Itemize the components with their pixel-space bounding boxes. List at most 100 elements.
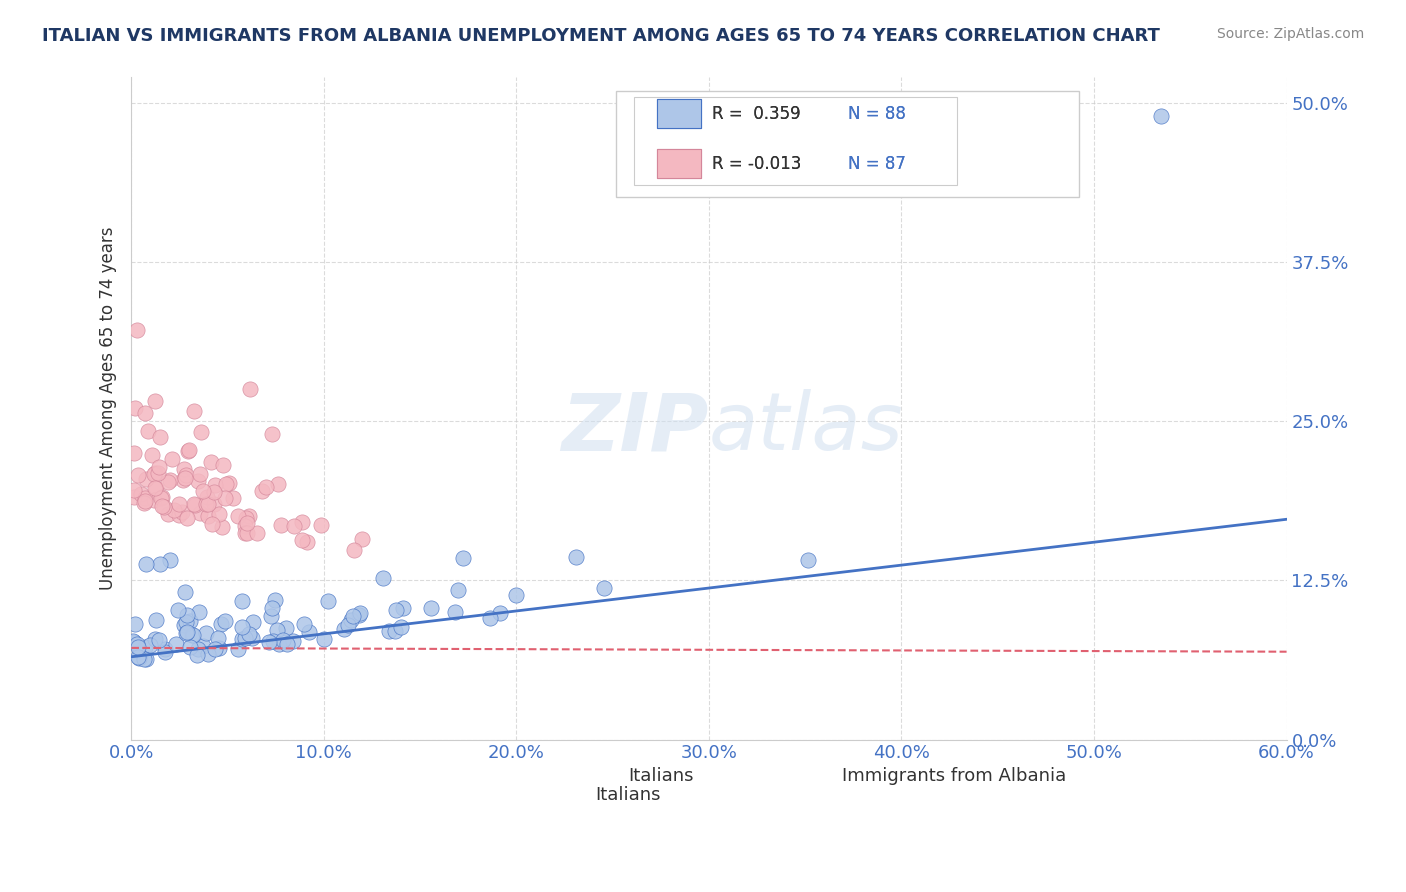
Point <box>233 525 256 540</box>
Point <box>188 605 211 619</box>
Point <box>214 614 236 628</box>
Point <box>134 640 156 654</box>
Point <box>193 484 215 499</box>
Point <box>260 600 283 615</box>
Point <box>190 425 212 439</box>
Point <box>309 517 332 532</box>
Point <box>318 594 340 608</box>
Point <box>263 592 285 607</box>
Point <box>145 613 167 627</box>
Point <box>197 509 219 524</box>
Point <box>153 500 176 515</box>
Point <box>149 430 172 444</box>
Point <box>271 632 294 647</box>
Text: N = 88: N = 88 <box>848 105 905 123</box>
Text: N = 87: N = 87 <box>848 154 905 172</box>
Point <box>228 508 250 523</box>
FancyBboxPatch shape <box>634 97 957 185</box>
Point <box>202 484 225 499</box>
Point <box>157 475 180 489</box>
Point <box>276 637 298 651</box>
FancyBboxPatch shape <box>801 763 830 789</box>
Point <box>143 481 166 495</box>
Point <box>135 472 157 486</box>
FancyBboxPatch shape <box>513 763 541 789</box>
Point <box>201 516 224 531</box>
Point <box>211 458 233 472</box>
Point <box>262 426 284 441</box>
Point <box>291 533 314 548</box>
Point <box>233 519 256 533</box>
Point <box>122 490 145 504</box>
Point <box>124 617 146 632</box>
Point <box>204 477 226 491</box>
Point <box>236 516 259 530</box>
Point <box>266 623 288 637</box>
Point <box>208 641 231 656</box>
Point <box>134 491 156 505</box>
Point <box>160 452 183 467</box>
Point <box>336 618 359 632</box>
Point <box>238 627 260 641</box>
Point <box>132 652 155 666</box>
Point <box>479 610 502 624</box>
Point <box>127 468 149 483</box>
Point <box>226 641 249 656</box>
FancyBboxPatch shape <box>616 91 1078 196</box>
Point <box>231 620 253 634</box>
Point <box>145 481 167 495</box>
Point <box>489 606 512 620</box>
Point <box>127 640 149 654</box>
Point <box>174 584 197 599</box>
Point <box>148 633 170 648</box>
Point <box>183 403 205 417</box>
Point <box>384 624 406 638</box>
Text: Italians: Italians <box>595 786 661 804</box>
Point <box>172 473 194 487</box>
Point <box>239 382 262 396</box>
Point <box>202 497 225 511</box>
Point <box>208 507 231 521</box>
Point <box>179 640 201 655</box>
Point <box>176 615 198 629</box>
Point <box>194 497 217 511</box>
FancyBboxPatch shape <box>657 99 700 128</box>
Point <box>165 637 187 651</box>
Point <box>135 558 157 572</box>
Point <box>176 608 198 623</box>
Point <box>143 393 166 408</box>
Point <box>180 627 202 641</box>
Point <box>167 602 190 616</box>
Point <box>142 492 165 507</box>
Point <box>1150 109 1173 123</box>
Point <box>274 621 297 635</box>
Point <box>183 497 205 511</box>
Point <box>194 626 217 640</box>
Point <box>207 632 229 646</box>
Point <box>176 625 198 640</box>
Point <box>173 617 195 632</box>
Point <box>204 641 226 656</box>
Point <box>188 467 211 482</box>
Point <box>176 511 198 525</box>
Point <box>128 651 150 665</box>
Point <box>209 617 232 632</box>
Point <box>292 617 315 632</box>
Point <box>167 498 190 512</box>
Text: R = -0.013: R = -0.013 <box>713 154 801 172</box>
Point <box>269 637 291 651</box>
Text: R =  0.359: R = 0.359 <box>713 105 801 123</box>
Point <box>134 494 156 508</box>
Point <box>419 600 441 615</box>
Point <box>149 557 172 571</box>
FancyBboxPatch shape <box>657 99 700 128</box>
Text: ZIP: ZIP <box>561 390 709 467</box>
Point <box>343 543 366 558</box>
Point <box>167 508 190 523</box>
Point <box>235 510 257 524</box>
Point <box>373 571 395 585</box>
Point <box>143 467 166 481</box>
Point <box>177 443 200 458</box>
Text: R =  0.359: R = 0.359 <box>713 105 801 123</box>
FancyBboxPatch shape <box>657 149 700 178</box>
